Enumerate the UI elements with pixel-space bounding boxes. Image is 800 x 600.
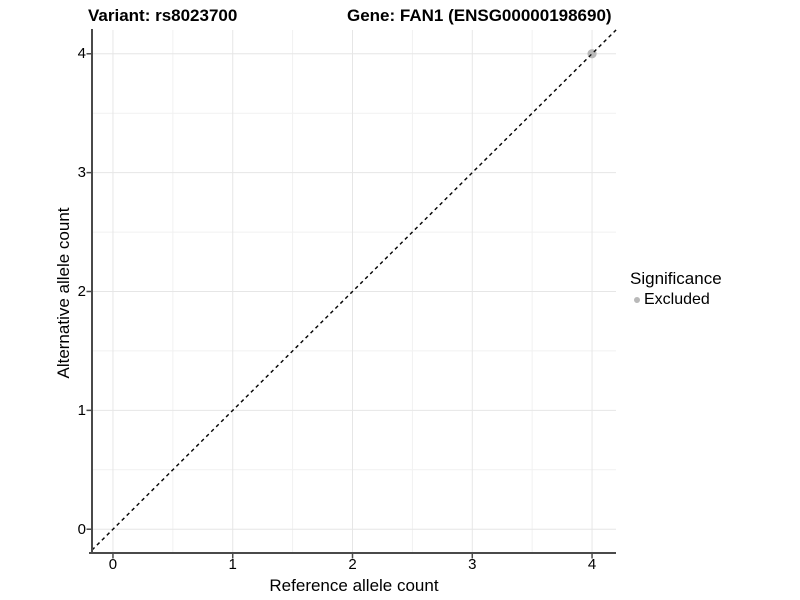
y-tick-label: 3 <box>77 164 86 182</box>
x-tick-label: 1 <box>228 556 237 573</box>
legend-item-label: Excluded <box>644 291 710 308</box>
x-axis-title: Reference allele count <box>269 576 439 595</box>
y-tick-label: 1 <box>77 401 86 419</box>
legend-item: Excluded <box>630 291 722 309</box>
x-tick-label: 2 <box>348 556 357 573</box>
x-tick-label: 4 <box>587 556 597 573</box>
legend: Significance Excluded <box>630 269 722 309</box>
y-tick-label: 2 <box>77 283 86 300</box>
legend-point-icon <box>634 297 640 303</box>
legend-title: Significance <box>630 269 722 288</box>
plot-title-gene: Gene: FAN1 (ENSG00000198690) <box>347 6 612 25</box>
legend-items: Excluded <box>630 291 722 309</box>
identity-dashed-line-overlay <box>91 29 617 551</box>
plot-title-variant: Variant: rs8023700 <box>88 6 238 25</box>
y-tick-label: 4 <box>77 45 86 63</box>
x-tick-label: 3 <box>468 556 477 573</box>
x-tick-label: 0 <box>108 556 118 573</box>
y-tick-label: 0 <box>77 520 86 538</box>
